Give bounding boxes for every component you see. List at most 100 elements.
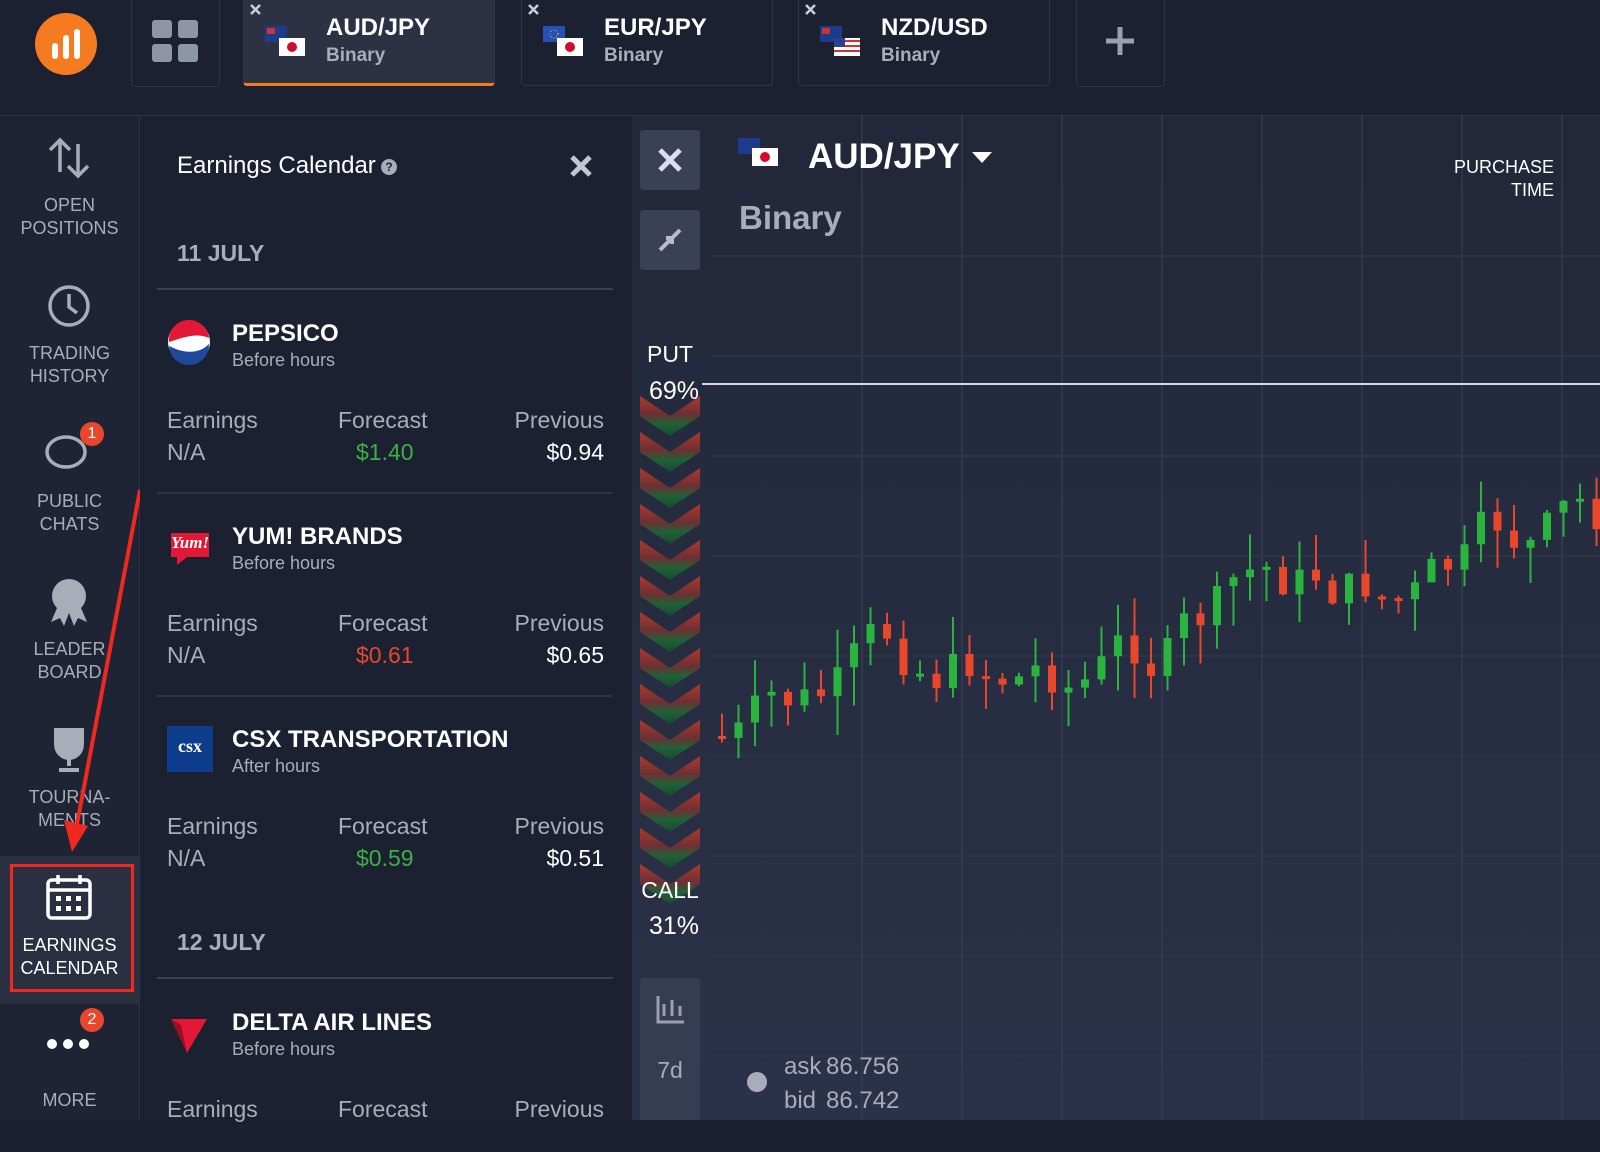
purchase-time-label: PURCHASE <box>1454 157 1554 177</box>
close-tab[interactable] <box>803 2 819 18</box>
stat-label: Previous <box>470 407 604 434</box>
ask-value: 86.756 <box>826 1053 899 1080</box>
flag-pair <box>820 26 870 62</box>
chart-kind: Binary <box>739 199 842 236</box>
candle-body <box>1560 501 1568 513</box>
put-percent: 69% <box>649 377 699 405</box>
date-heading: 11 JULY <box>177 240 264 267</box>
candle-body <box>1411 582 1419 599</box>
candle-body <box>1461 544 1469 569</box>
candle-body <box>933 674 941 688</box>
stat-value: N/A <box>167 439 205 466</box>
candle-body <box>966 654 974 676</box>
candle-body <box>1180 613 1188 638</box>
stat-value: N/A <box>167 642 205 669</box>
divider <box>157 977 613 979</box>
flag-pair <box>265 26 315 62</box>
company-name: YUM! BRANDS <box>232 523 403 551</box>
candle-body <box>1477 512 1485 544</box>
stat-value: $0.94 <box>470 439 604 466</box>
candle-body <box>1395 598 1403 601</box>
tab-pair: AUD/JPY <box>326 14 430 42</box>
call-percent: 31% <box>649 912 699 940</box>
candle-body <box>900 639 908 676</box>
candle-body <box>1081 679 1089 687</box>
stat-label: Previous <box>470 610 604 637</box>
candle-body <box>1362 574 1370 597</box>
sidebar-label: POSITIONS <box>0 218 139 239</box>
svg-text:?: ? <box>385 160 392 174</box>
toolbar <box>640 978 700 1120</box>
candle-body <box>1114 635 1122 656</box>
candle-body <box>1147 663 1155 676</box>
candle-body <box>1444 559 1452 570</box>
company-name: DELTA AIR LINES <box>232 1009 432 1037</box>
candle-body <box>1312 570 1320 581</box>
sidebar-label: MORE <box>0 1090 139 1111</box>
tab-pair: EUR/JPY <box>604 14 707 42</box>
candle-body <box>735 722 743 737</box>
add-tab[interactable] <box>1076 0 1165 87</box>
put-label: PUT <box>647 341 693 367</box>
logo <box>35 13 97 75</box>
candle-body <box>1098 656 1106 679</box>
candle-body <box>1230 577 1238 586</box>
grid-button[interactable] <box>131 0 220 87</box>
divider <box>157 492 613 494</box>
help-icon: ? <box>380 158 398 176</box>
call-label: CALL <box>641 877 699 903</box>
candle-body <box>718 736 726 739</box>
tab-kind: Binary <box>326 45 385 67</box>
logo-text: Yum! <box>167 533 213 553</box>
panel-title: Earnings Calendar <box>177 152 376 180</box>
candle-body <box>1032 665 1040 676</box>
stat-label: Forecast <box>338 407 427 434</box>
bid-label: bid <box>784 1087 816 1114</box>
sidebar-label: OPEN <box>0 195 139 216</box>
timing: Before hours <box>232 1039 335 1060</box>
sidebar-label: TRADING <box>0 343 139 364</box>
stat-value: $0.65 <box>470 642 604 669</box>
candle-body <box>751 696 759 723</box>
candle-body <box>949 654 957 688</box>
stat-value: N/A <box>167 845 205 872</box>
stat-label: Forecast <box>338 813 427 840</box>
purchase-time-label: TIME <box>1511 180 1554 200</box>
candle-body <box>982 676 990 679</box>
company-logo <box>167 1009 213 1055</box>
stat-label: Earnings <box>167 610 258 637</box>
candle-body <box>1576 499 1584 502</box>
stat-label: Earnings <box>167 407 258 434</box>
chart-pair: AUD/JPY <box>808 137 960 176</box>
candle-body <box>1296 570 1304 595</box>
tab-pair: NZD/USD <box>881 14 988 42</box>
ask-label: ask <box>784 1053 822 1080</box>
badge: 1 <box>80 422 104 446</box>
company-logo <box>167 320 213 366</box>
candle-body <box>834 667 842 696</box>
divider <box>157 695 613 697</box>
close-tab[interactable] <box>526 2 542 18</box>
candle-body <box>1279 567 1287 594</box>
candle-body <box>1164 638 1172 676</box>
candle-body <box>768 692 776 696</box>
stat-value: $0.61 <box>356 642 414 669</box>
stat-label: Forecast <box>338 1096 427 1123</box>
candle-body <box>1065 688 1073 693</box>
logo-text: csx <box>167 736 213 757</box>
chart-area: PUT69%CALL31%7dAUD/JPYBinaryPURCHASETIME… <box>632 116 1600 1120</box>
sidebar-label: HISTORY <box>0 366 139 387</box>
flag-pair <box>543 26 593 62</box>
close-panel[interactable] <box>568 153 594 179</box>
bid-value: 86.742 <box>826 1087 899 1114</box>
close-tab[interactable] <box>248 2 264 18</box>
chart-background <box>632 116 1600 1120</box>
stat-label: Earnings <box>167 1096 258 1123</box>
help-icon <box>747 1072 767 1092</box>
badge: 2 <box>80 1008 104 1032</box>
date-heading: 12 JULY <box>177 929 266 956</box>
tab-kind: Binary <box>604 45 663 67</box>
stat-label: Previous <box>470 1096 604 1123</box>
candle-body <box>784 692 792 706</box>
